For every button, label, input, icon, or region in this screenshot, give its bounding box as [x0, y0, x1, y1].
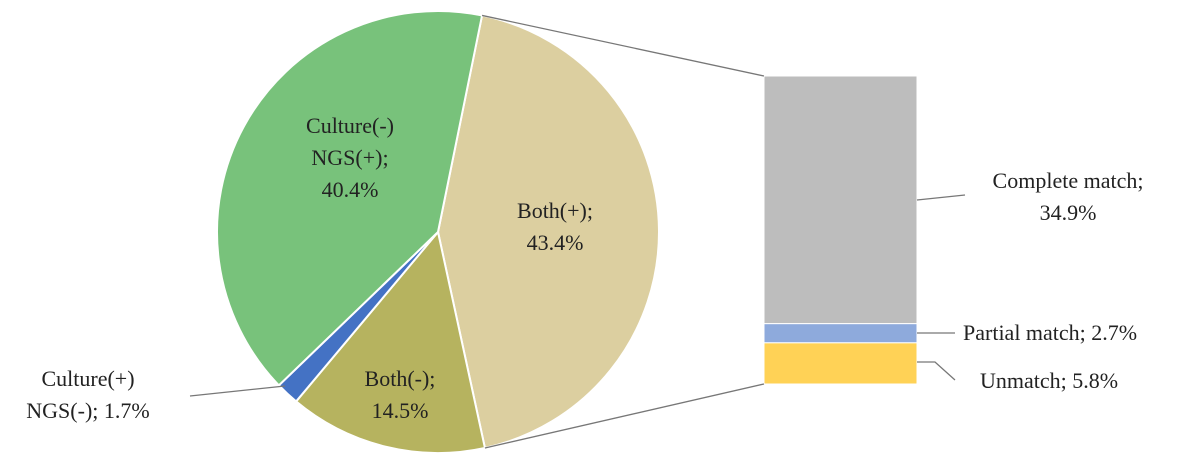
category-label: Both(+);: [517, 198, 593, 223]
data-label: Unmatch; 5.8%: [980, 365, 1118, 397]
category-label: Culture(+) NGS(-);: [26, 366, 135, 423]
category-label: Unmatch;: [980, 368, 1067, 393]
leader-line: [916, 194, 966, 201]
category-label: Culture(-) NGS(+);: [306, 113, 394, 170]
pie-slice: [294, 229, 487, 454]
value-label: 5.8%: [1072, 368, 1119, 393]
category-label: Partial match;: [963, 320, 1086, 345]
data-label: Partial match; 2.7%: [963, 317, 1137, 349]
value-label: 1.7%: [103, 398, 150, 423]
data-label: Complete match; 34.9%: [973, 165, 1163, 229]
data-label: Both(-); 14.5%: [345, 363, 455, 427]
leader-line: [189, 385, 286, 397]
value-label: 43.4%: [526, 230, 584, 255]
connector-line: [484, 383, 765, 449]
value-label: 14.5%: [371, 398, 429, 423]
category-label: Both(-);: [364, 366, 436, 391]
pie-slice: [436, 14, 660, 450]
data-label: Culture(+) NGS(-); 1.7%: [8, 363, 168, 427]
bar-segment: [763, 342, 918, 385]
category-label: Complete match;: [992, 168, 1144, 193]
value-label: 2.7%: [1091, 320, 1138, 345]
data-label: Culture(-) NGS(+); 40.4%: [290, 110, 410, 206]
pie-slice: [216, 10, 484, 387]
value-label: 40.4%: [321, 177, 379, 202]
leader-line: [917, 361, 956, 381]
data-label: Both(+); 43.4%: [500, 195, 610, 259]
connector-line: [481, 14, 765, 77]
value-label: 34.9%: [1039, 200, 1097, 225]
bar-segment: [763, 75, 918, 325]
bar-segment: [763, 323, 918, 344]
